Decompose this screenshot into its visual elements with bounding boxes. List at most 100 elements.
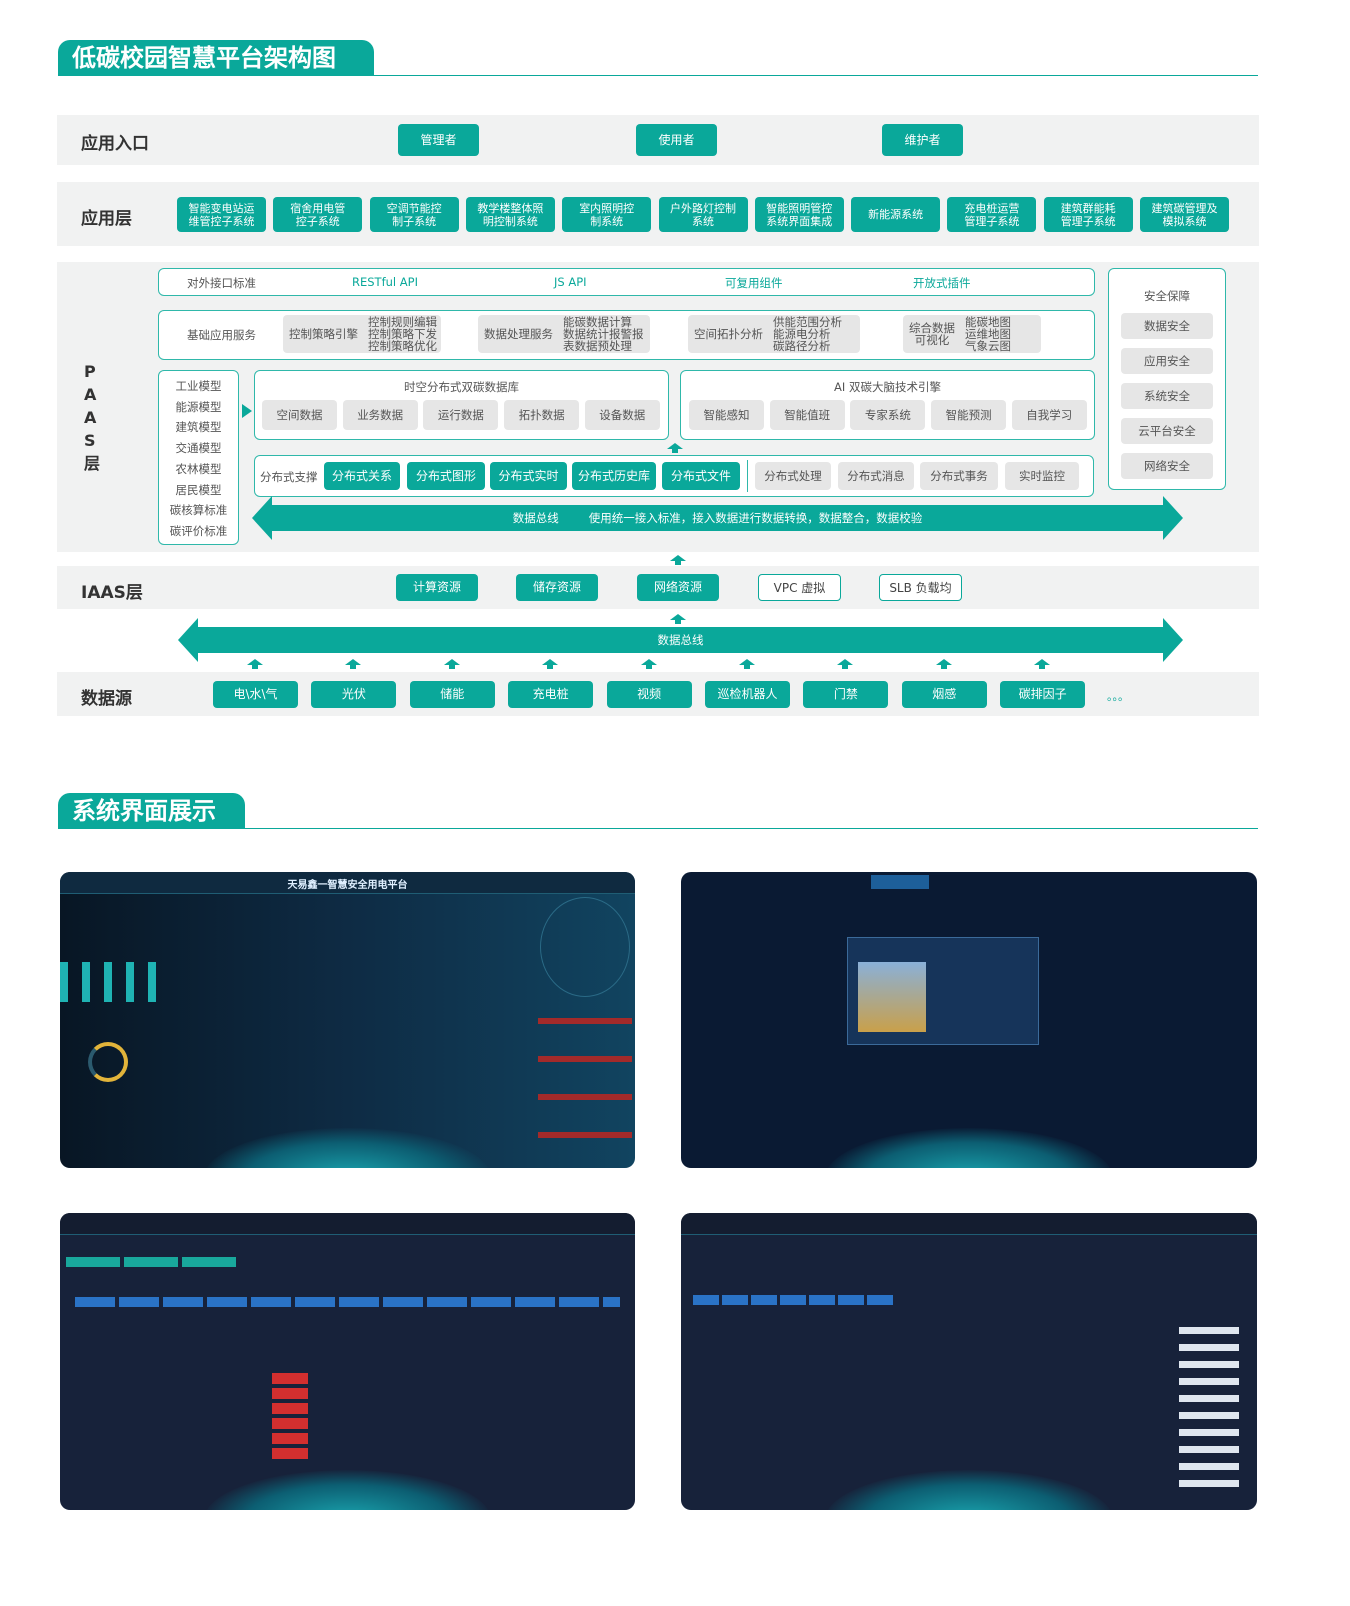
datasource-item: 烟感 xyxy=(901,681,987,708)
security-title: 安全保障 xyxy=(1144,289,1190,303)
model-item: 交通模型 xyxy=(175,441,222,456)
arrow-right-icon xyxy=(242,404,252,418)
basic-service-group: 空间拓扑分析 供能范围分析 能源电分析 碳路径分析 xyxy=(688,315,860,353)
section-title-screens: 系统界面展示 xyxy=(58,793,245,829)
app-system-button[interactable]: 宿舍用电管 控子系统 xyxy=(273,197,363,232)
app-system-button[interactable]: 建筑群能耗 管理子系统 xyxy=(1043,197,1133,232)
model-item: 居民模型 xyxy=(175,482,222,497)
entry-button[interactable]: 管理者 xyxy=(398,124,479,156)
divider xyxy=(747,460,748,492)
datasource-item: 门禁 xyxy=(803,681,889,708)
arrow-up-icon xyxy=(739,659,755,669)
filter-chips xyxy=(693,1295,893,1305)
distributed-service-item: 分布式事务 xyxy=(920,462,998,490)
screen-header xyxy=(60,872,635,894)
basic-services-label: 基础应用服务 xyxy=(187,328,256,342)
distributed-service-item: 实时监控 xyxy=(1005,462,1079,490)
database-item: 业务数据 xyxy=(342,400,418,430)
iaas-label: IAAS层 xyxy=(81,583,143,603)
model-item: 碳核算标准 xyxy=(169,503,228,518)
photo xyxy=(858,962,926,1032)
iaas-resource: 计算资源 xyxy=(396,574,478,601)
iaas-resource-outlined: VPC 虚拟 xyxy=(758,574,841,601)
app-system-button[interactable]: 智能变电站运 维管控子系统 xyxy=(177,197,266,232)
screen-title: 天易鑫一智慧安全用电平台 xyxy=(287,880,408,891)
arrow-up-icon xyxy=(670,555,686,565)
model-item: 工业模型 xyxy=(175,379,222,393)
datasource-item: 碳排因子 xyxy=(1000,681,1086,708)
database-item: 设备数据 xyxy=(584,400,660,430)
app-system-button[interactable]: 智能照明管控 系统界面集成 xyxy=(754,197,844,232)
datasource-item: 电\水\气 xyxy=(213,681,298,708)
datasource-item: 储能 xyxy=(409,681,495,708)
arrow-up-icon xyxy=(667,443,683,453)
basic-service-group: 综合数据 可视化 能碳地图 运维地图 气象云图 xyxy=(903,315,1041,353)
datasource-item: 充电桩 xyxy=(508,681,594,708)
app-system-button[interactable]: 教学楼整体照 明控制系统 xyxy=(465,197,555,232)
arrow-up-icon xyxy=(443,659,460,669)
datasource-item: 视频 xyxy=(606,681,692,708)
service-name: 空间拓扑分析 xyxy=(694,327,763,341)
distributed-core-item: 分布式历史库 xyxy=(572,462,656,490)
service-name: 数据处理服务 xyxy=(484,327,553,341)
arrow-up-icon xyxy=(542,659,559,669)
service-details: 控制规则编辑 控制策略下发 控制策略优化 xyxy=(368,315,437,353)
screenshot-campus-map xyxy=(681,872,1257,1168)
arrow-up-icon xyxy=(1034,659,1051,669)
arrow-up-icon xyxy=(837,659,854,669)
gauge-widget xyxy=(88,1042,128,1082)
security-item: 系统安全 xyxy=(1121,383,1213,409)
basic-service-group: 数据处理服务 能碳数据计算 数据统计报警报 表数据预处理 xyxy=(478,315,650,353)
title-underline xyxy=(58,75,1258,76)
screen-dome xyxy=(203,1470,492,1510)
ai-engine-item: 智能值班 xyxy=(769,400,845,430)
screen-dome xyxy=(825,1470,1113,1510)
security-item: 数据安全 xyxy=(1121,313,1213,339)
status-column xyxy=(272,1373,308,1463)
interface-label: 对外接口标准 xyxy=(187,276,256,290)
app-system-button[interactable]: 充电桩运营 管理子系统 xyxy=(947,197,1037,232)
tab-bar xyxy=(66,1257,238,1267)
section-title-architecture: 低碳校园智慧平台架构图 xyxy=(58,40,374,76)
radar-widget xyxy=(540,897,630,997)
iaas-resource: 网络资源 xyxy=(637,574,719,601)
screenshot-safety-platform: 天易鑫一智慧安全用电平台 xyxy=(60,872,635,1168)
interface-item: RESTful API xyxy=(352,275,418,289)
screenshot-alarm-list xyxy=(60,1213,635,1510)
filter-chips xyxy=(75,1297,620,1307)
screen-header xyxy=(60,1213,635,1235)
app-system-button[interactable]: 户外路灯控制 系统 xyxy=(658,197,748,232)
security-item: 网络安全 xyxy=(1121,453,1213,479)
arrow-up-icon xyxy=(247,659,263,669)
ai-engine-title: AI 双碳大脑技术引擎 xyxy=(834,380,941,394)
app-system-button[interactable]: 建筑碳管理及 模拟系统 xyxy=(1140,197,1229,232)
iaas-resource: 储存资源 xyxy=(516,574,598,601)
screen-dome xyxy=(825,1128,1113,1168)
entry-button[interactable]: 维护者 xyxy=(882,124,963,156)
basic-service-group: 控制策略引擎 控制规则编辑 控制策略下发 控制策略优化 xyxy=(283,315,441,353)
bar-chart-widget xyxy=(60,962,160,1002)
app-system-button[interactable]: 室内照明控 制系统 xyxy=(562,197,652,232)
model-item: 碳评价标准 xyxy=(169,523,228,538)
iaas-row: IAAS层 xyxy=(57,566,1259,609)
interface-item: 可复用组件 xyxy=(725,276,783,290)
more-ellipsis: 。。。 xyxy=(1107,690,1129,703)
screenshot-device-list xyxy=(681,1213,1257,1510)
database-title: 时空分布式双碳数据库 xyxy=(404,380,519,394)
interface-item: JS API xyxy=(554,275,587,289)
entry-button[interactable]: 使用者 xyxy=(636,124,717,156)
title-underline xyxy=(58,828,1258,829)
datasource-item: 巡检机器人 xyxy=(705,681,790,708)
data-bus-label: 数据总线 xyxy=(512,511,559,525)
ai-engine-item: 专家系统 xyxy=(850,400,926,430)
security-item: 应用安全 xyxy=(1121,348,1213,374)
database-item: 运行数据 xyxy=(423,400,499,430)
data-bus-arrow: 数据总线 使用统一接入标准，接入数据进行数据转换，数据整合，数据校验 xyxy=(252,496,1183,540)
distributed-core-item: 分布式实时 xyxy=(490,462,567,490)
arrow-up-icon xyxy=(345,659,362,669)
app-system-button[interactable]: 空调节能控 制子系统 xyxy=(369,197,459,232)
service-details: 能碳地图 运维地图 气象云图 xyxy=(965,315,1011,353)
service-name: 综合数据 可视化 xyxy=(909,321,955,347)
data-bus-description: 使用统一接入标准，接入数据进行数据转换，数据整合，数据校验 xyxy=(588,511,923,525)
app-system-button[interactable]: 新能源系统 xyxy=(851,197,941,232)
